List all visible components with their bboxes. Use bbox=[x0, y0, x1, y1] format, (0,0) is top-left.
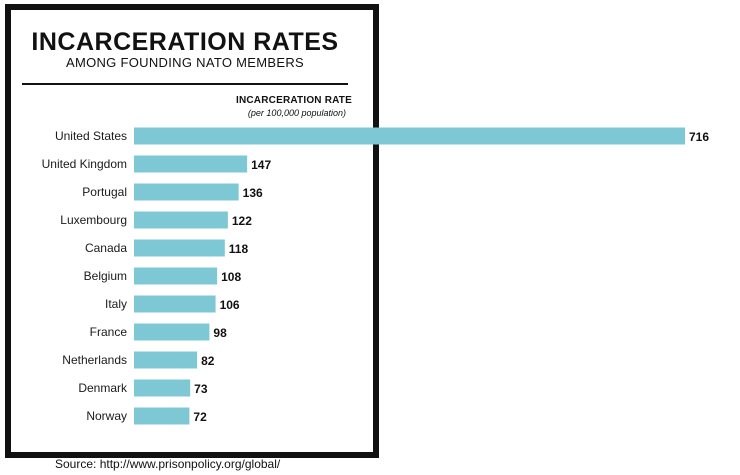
chart-frame bbox=[5, 4, 379, 458]
value-label-luxembourg: 122 bbox=[232, 214, 252, 228]
value-label-portugal: 136 bbox=[243, 186, 263, 200]
source-note: Source: http://www.prisonpolicy.org/glob… bbox=[55, 457, 281, 471]
bar-canada bbox=[134, 239, 225, 257]
chart-title: INCARCERATION RATES bbox=[31, 28, 339, 56]
category-label-italy: Italy bbox=[105, 297, 127, 311]
category-label-belgium: Belgium bbox=[84, 269, 127, 283]
axis-subtitle: (per 100,000 population) bbox=[247, 108, 346, 118]
category-label-norway: Norway bbox=[86, 409, 127, 423]
value-label-norway: 72 bbox=[193, 410, 207, 424]
value-label-united-kingdom: 147 bbox=[251, 158, 271, 172]
bar-italy bbox=[134, 295, 216, 313]
bar-united-kingdom bbox=[134, 155, 248, 173]
category-label-luxembourg: Luxembourg bbox=[60, 213, 127, 227]
bar-luxembourg bbox=[134, 211, 228, 229]
category-label-portugal: Portugal bbox=[82, 185, 127, 199]
chart-subtitle: AMONG FOUNDING NATO MEMBERS bbox=[65, 55, 305, 70]
category-label-united-kingdom: United Kingdom bbox=[42, 157, 127, 171]
category-label-united-states: United States bbox=[55, 129, 127, 143]
category-label-canada: Canada bbox=[85, 241, 127, 255]
category-label-denmark: Denmark bbox=[78, 381, 128, 395]
bar-france bbox=[134, 323, 210, 341]
bar-united-states bbox=[134, 127, 685, 145]
bar-portugal bbox=[134, 183, 239, 201]
value-label-united-states: 716 bbox=[689, 130, 709, 144]
bar-norway bbox=[134, 407, 190, 425]
bar-denmark bbox=[134, 379, 191, 397]
title-divider bbox=[22, 83, 348, 85]
value-label-canada: 118 bbox=[229, 242, 249, 256]
bar-netherlands bbox=[134, 351, 198, 369]
value-label-france: 98 bbox=[213, 326, 227, 340]
value-label-denmark: 73 bbox=[194, 382, 208, 396]
category-label-france: France bbox=[90, 325, 128, 339]
value-label-netherlands: 82 bbox=[201, 354, 215, 368]
axis-title: INCARCERATION RATE bbox=[235, 95, 352, 106]
value-label-belgium: 108 bbox=[221, 270, 241, 284]
value-label-italy: 106 bbox=[220, 298, 240, 312]
category-label-netherlands: Netherlands bbox=[62, 353, 127, 367]
bar-belgium bbox=[134, 267, 218, 285]
